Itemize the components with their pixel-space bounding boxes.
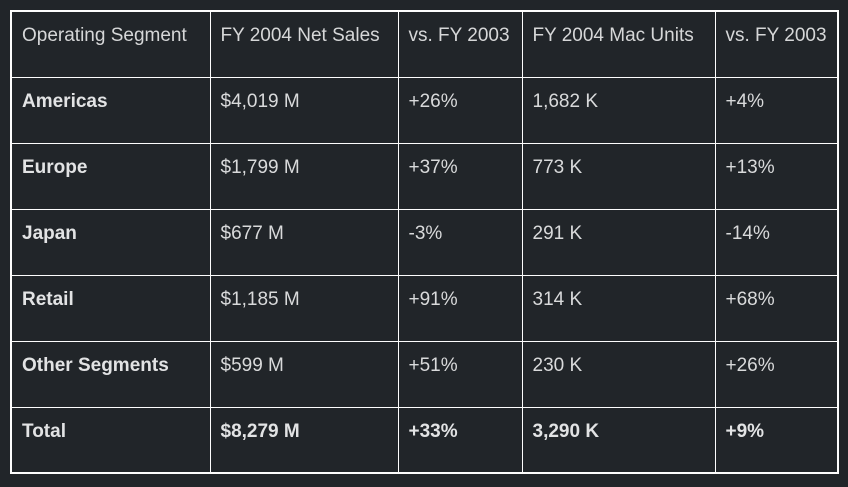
segment-label: Americas [10,76,211,144]
table-row-japan: Japan $677 M -3% 291 K -14% [10,208,839,276]
mac-units-value: 773 K [521,142,716,210]
mac-units-change: +9% [714,406,839,474]
table-row-americas: Americas $4,019 M +26% 1,682 K +4% [10,76,839,144]
mac-units-value: 314 K [521,274,716,342]
table-row-total: Total $8,279 M +33% 3,290 K +9% [10,406,839,474]
mac-units-value: 1,682 K [521,76,716,144]
table-header-row: Operating Segment FY 2004 Net Sales vs. … [10,10,839,78]
table-row-other-segments: Other Segments $599 M +51% 230 K +26% [10,340,839,408]
segment-label: Other Segments [10,340,211,408]
column-header-mac-units-vs-fy2003: vs. FY 2003 [714,10,839,78]
column-header-operating-segment: Operating Segment [10,10,211,78]
mac-units-value: 230 K [521,340,716,408]
mac-units-value: 291 K [521,208,716,276]
operating-segments-table: Operating Segment FY 2004 Net Sales vs. … [10,10,839,474]
segment-label: Europe [10,142,211,210]
table-row-retail: Retail $1,185 M +91% 314 K +68% [10,274,839,342]
mac-units-change: +26% [714,340,839,408]
net-sales-value: $4,019 M [209,76,399,144]
net-sales-value: $8,279 M [209,406,399,474]
column-header-fy2004-net-sales: FY 2004 Net Sales [209,10,399,78]
mac-units-change: +68% [714,274,839,342]
net-sales-change: +37% [397,142,523,210]
net-sales-change: +51% [397,340,523,408]
column-header-net-sales-vs-fy2003: vs. FY 2003 [397,10,523,78]
net-sales-value: $677 M [209,208,399,276]
net-sales-value: $599 M [209,340,399,408]
segment-label: Total [10,406,211,474]
net-sales-value: $1,185 M [209,274,399,342]
segment-label: Japan [10,208,211,276]
net-sales-change: +91% [397,274,523,342]
table-row-europe: Europe $1,799 M +37% 773 K +13% [10,142,839,210]
net-sales-change: +33% [397,406,523,474]
column-header-fy2004-mac-units: FY 2004 Mac Units [521,10,716,78]
net-sales-change: -3% [397,208,523,276]
mac-units-change: +13% [714,142,839,210]
net-sales-value: $1,799 M [209,142,399,210]
mac-units-value: 3,290 K [521,406,716,474]
segment-label: Retail [10,274,211,342]
net-sales-change: +26% [397,76,523,144]
mac-units-change: -14% [714,208,839,276]
mac-units-change: +4% [714,76,839,144]
